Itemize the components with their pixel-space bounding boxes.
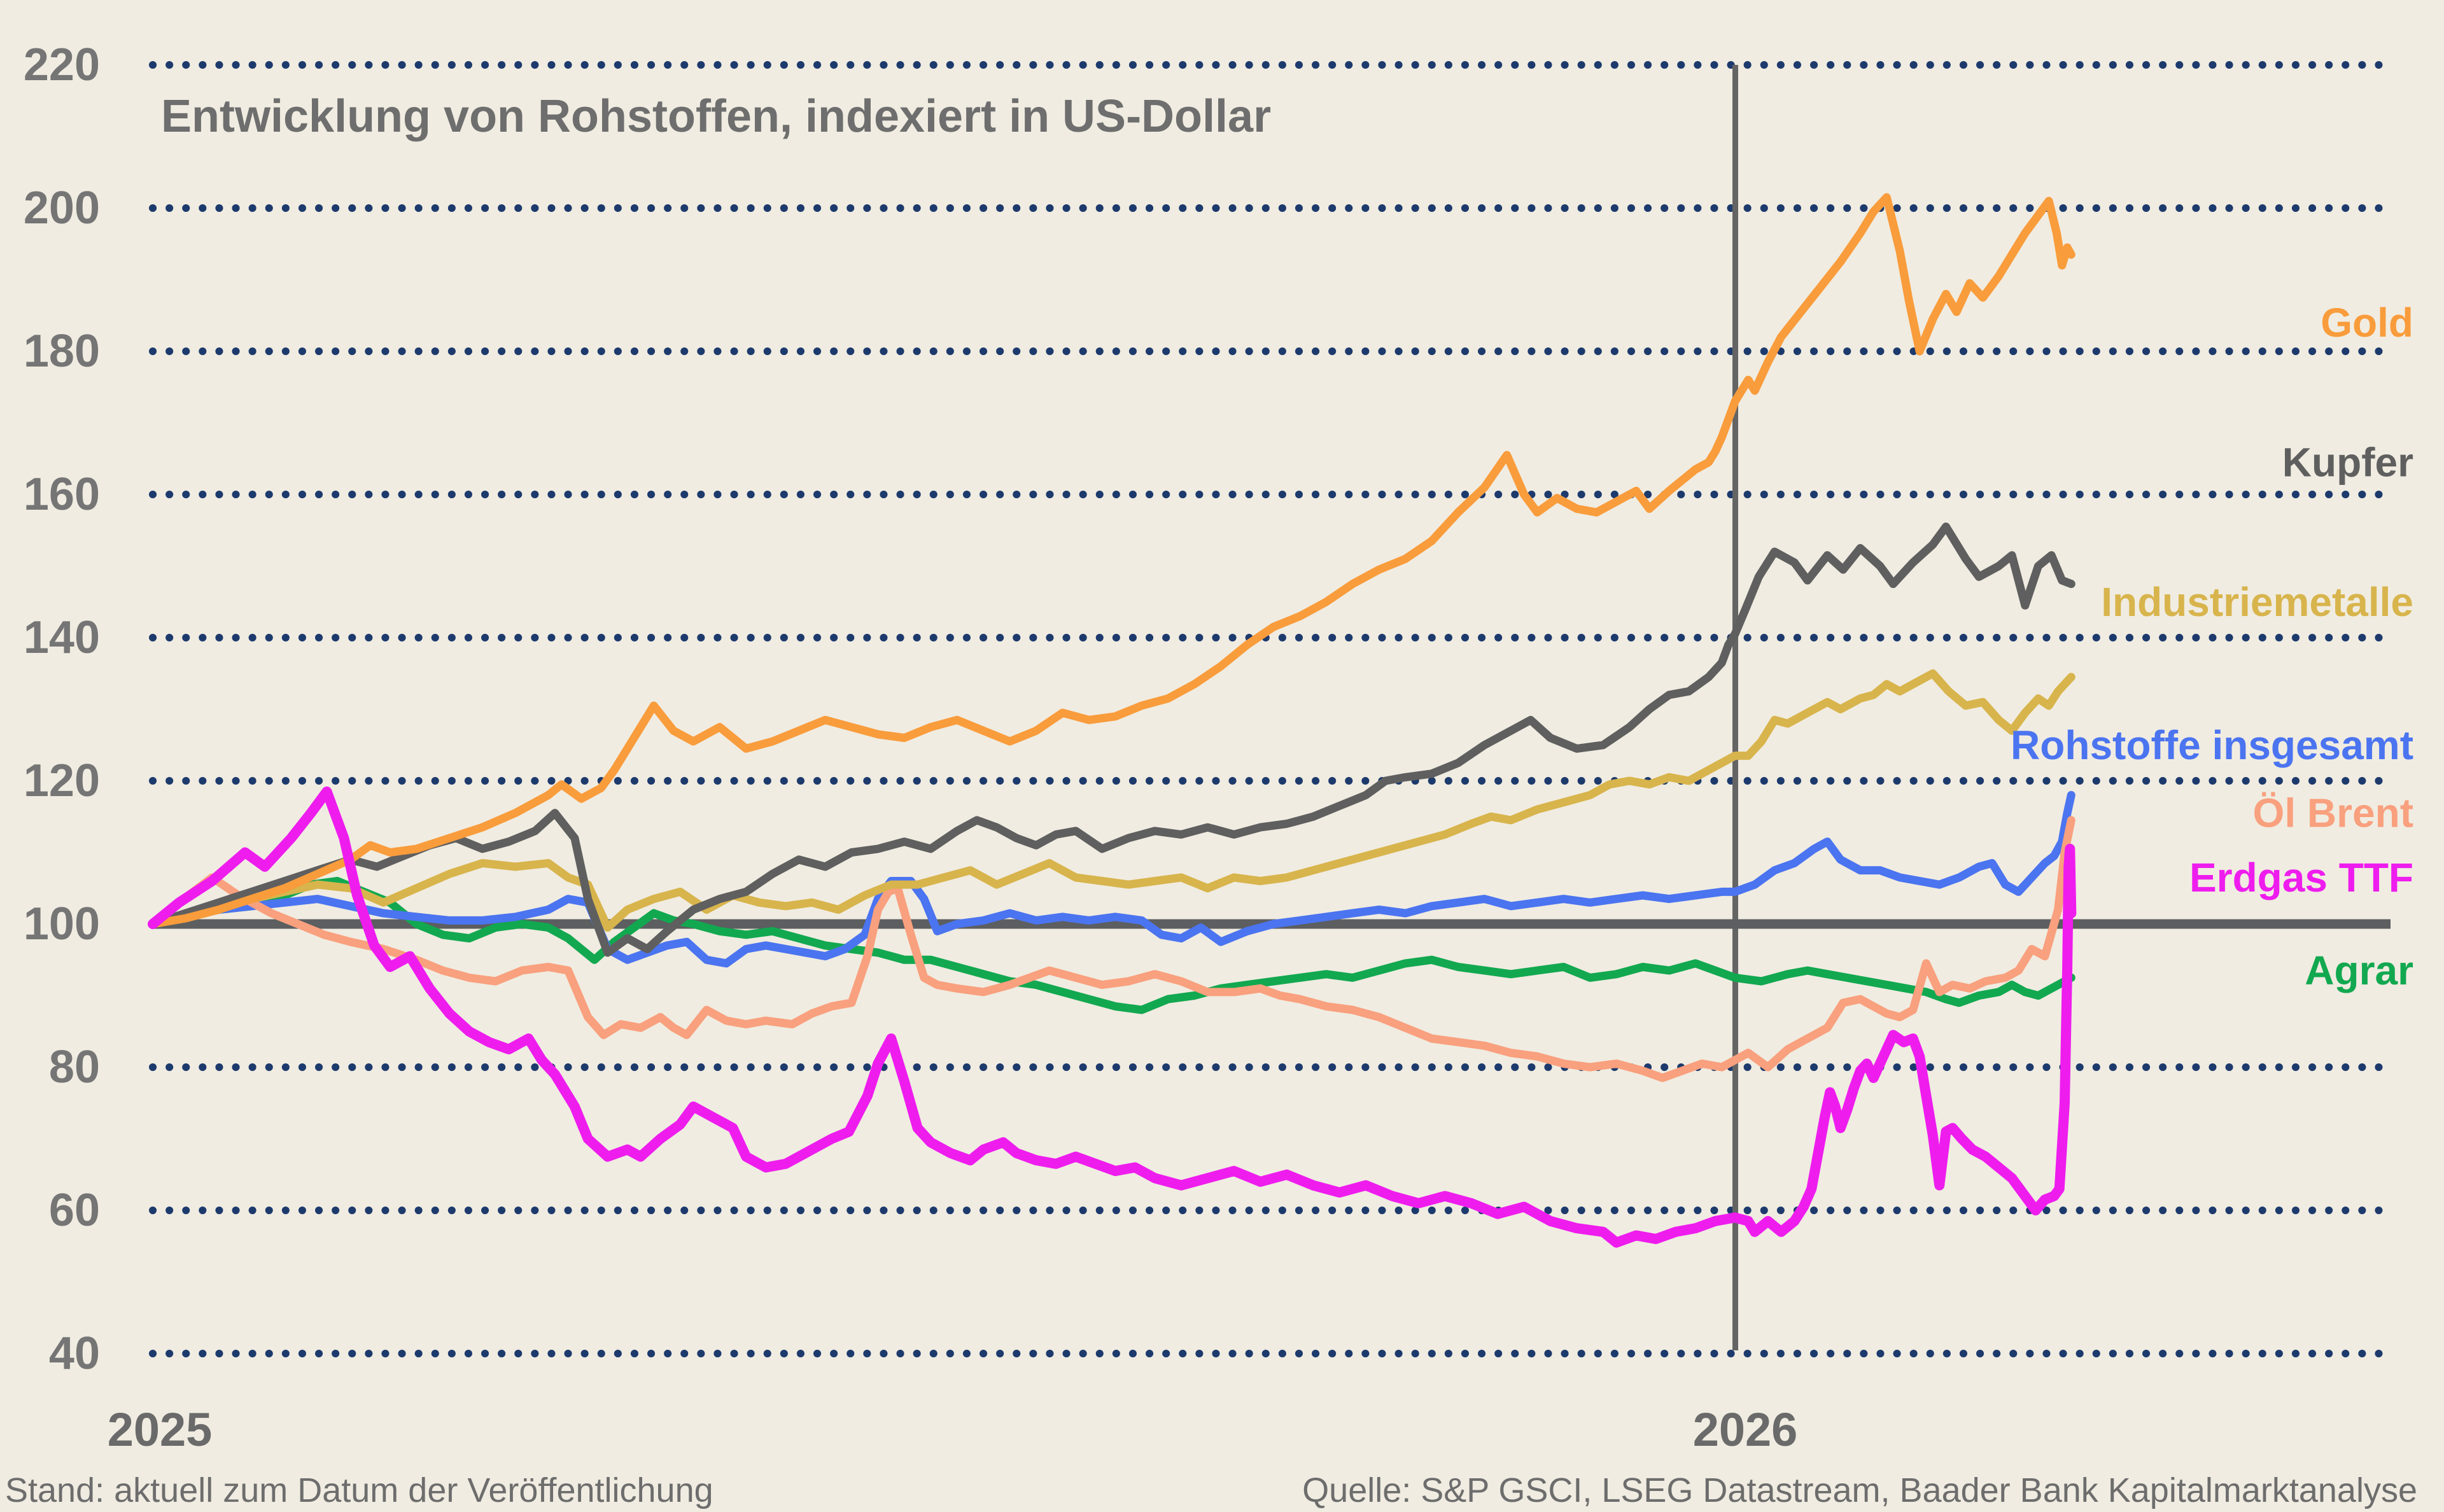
- chart-title: Entwicklung von Rohstoffen, indexiert in…: [161, 91, 1271, 142]
- x-tick-2026: 2026: [1693, 1403, 1798, 1456]
- series-line-agrar: [148, 877, 2075, 1014]
- y-axis-labels: 220 200 180 160 140 120 100 80 60 40: [24, 39, 100, 1379]
- series-line-oel-brent: [148, 816, 2075, 1082]
- legend-label-industriemetalle: Industriemetalle: [2101, 579, 2413, 625]
- y-tick-100: 100: [24, 899, 100, 949]
- y-tick-220: 220: [24, 39, 100, 90]
- series-legend: Gold Kupfer Industriemetalle Rohstoffe insg…: [2011, 300, 2413, 993]
- legend-label-rohstoffe: Rohstoffe insgesamt: [2011, 722, 2413, 768]
- y-tick-60: 60: [49, 1185, 100, 1236]
- legend-label-oel-brent: Öl Brent: [2253, 790, 2413, 836]
- series-line-gold: [148, 193, 2075, 928]
- series-line-kupfer: [148, 522, 2075, 957]
- y-tick-200: 200: [24, 183, 100, 234]
- series-line-erdgas: [148, 786, 2077, 1248]
- legend-label-kupfer: Kupfer: [2282, 439, 2413, 485]
- y-tick-120: 120: [24, 755, 100, 806]
- legend-label-agrar: Agrar: [2305, 948, 2413, 993]
- y-tick-160: 160: [24, 469, 100, 520]
- legend-label-erdgas: Erdgas TTF: [2189, 855, 2413, 900]
- series-lines: [148, 193, 2077, 1248]
- legend-label-gold: Gold: [2321, 300, 2413, 346]
- y-tick-180: 180: [24, 326, 100, 377]
- footer-source-note: Quelle: S&P GSCI, LSEG Datastream, Baade…: [1302, 1471, 2417, 1509]
- y-tick-40: 40: [49, 1328, 100, 1379]
- y-tick-140: 140: [24, 612, 100, 663]
- y-tick-80: 80: [49, 1042, 100, 1093]
- footer-status-note: Stand: aktuell zum Datum der Veröffentli…: [5, 1471, 713, 1509]
- x-tick-2025: 2025: [108, 1403, 213, 1456]
